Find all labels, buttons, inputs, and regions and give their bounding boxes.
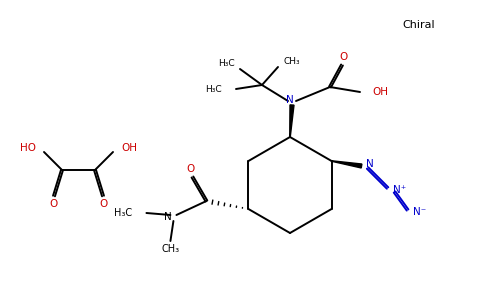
Text: Chiral: Chiral [402, 20, 435, 30]
Text: H₃C: H₃C [218, 59, 234, 68]
Text: N⁺: N⁺ [393, 185, 406, 195]
Text: OH: OH [121, 143, 137, 153]
Text: N: N [164, 212, 171, 222]
Text: O: O [99, 199, 107, 209]
Text: H₃C: H₃C [205, 85, 222, 94]
Text: O: O [186, 164, 195, 174]
Text: O: O [50, 199, 58, 209]
Text: N: N [286, 95, 294, 105]
Text: OH: OH [372, 87, 388, 97]
Text: N⁻: N⁻ [412, 207, 426, 217]
Text: CH₃: CH₃ [161, 244, 180, 254]
Polygon shape [332, 161, 362, 168]
Text: CH₃: CH₃ [284, 58, 300, 67]
Polygon shape [290, 105, 294, 137]
Text: H₃C: H₃C [114, 208, 133, 218]
Text: N: N [365, 159, 373, 169]
Text: HO: HO [20, 143, 36, 153]
Text: O: O [340, 52, 348, 62]
